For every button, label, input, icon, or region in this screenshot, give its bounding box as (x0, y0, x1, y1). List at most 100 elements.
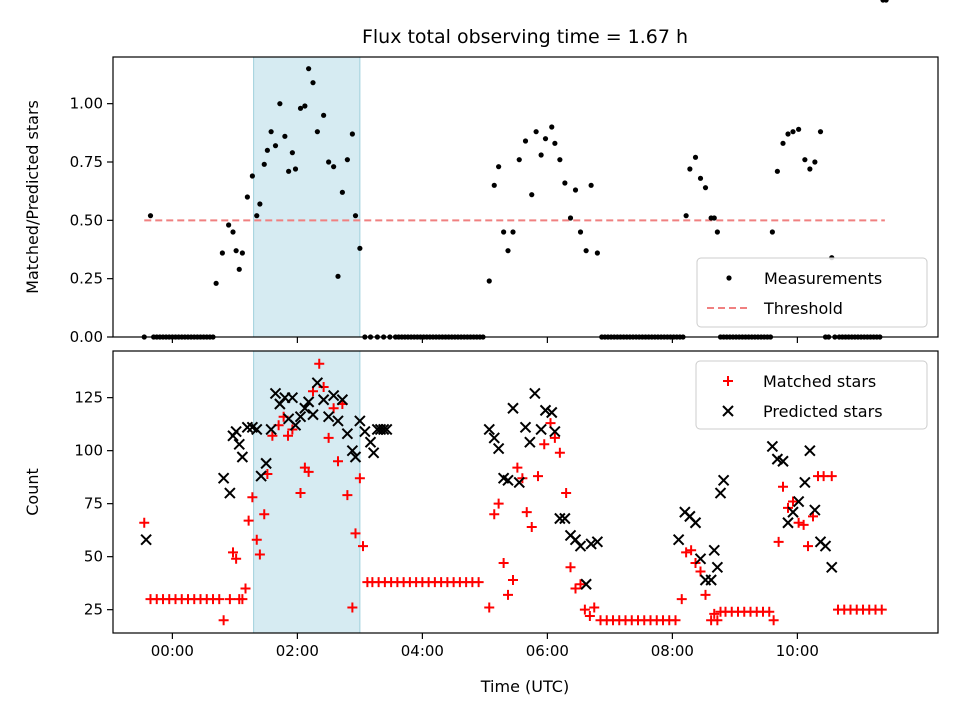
y-axis-title: Count (23, 468, 42, 516)
legend-marker-predicted (722, 405, 734, 417)
predicted-star-point (694, 553, 707, 565)
predicted-star-point (377, 423, 390, 436)
predicted-star-point (826, 561, 838, 573)
matched-star-point (139, 517, 150, 528)
predicted-star-point (672, 533, 685, 546)
measurement-point (505, 248, 511, 254)
predicted-star-point (819, 540, 832, 552)
matched-star-point (670, 615, 681, 626)
matched-star-point (347, 602, 358, 613)
measurement-point (567, 215, 574, 221)
predicted-star-point (260, 457, 272, 470)
predicted-star-point (299, 402, 311, 414)
measurement-point (277, 101, 283, 107)
predicted-star-point (381, 423, 393, 436)
matched-star-point (584, 611, 595, 622)
axes-frame (112, 56, 939, 338)
matched-star-point (764, 606, 775, 617)
matched-star-point (709, 608, 720, 619)
matched-star-point (267, 430, 278, 441)
measurement-point (302, 103, 308, 109)
matched-star-point (526, 521, 537, 532)
predicted-star-point (488, 432, 500, 444)
measurement-point (254, 213, 260, 219)
matched-star-point (358, 541, 368, 552)
predicted-star-point (717, 474, 730, 487)
predicted-star-point (294, 411, 307, 423)
predicted-star-point (539, 404, 552, 417)
measurement-point (244, 194, 250, 200)
measurement-point (549, 124, 555, 130)
matched-star-point (503, 589, 513, 600)
matched-star-point (695, 566, 706, 577)
measurement-point (339, 189, 345, 195)
predicted-star-point (332, 415, 344, 427)
matched-star-point (686, 545, 697, 556)
measurement-point (588, 182, 594, 188)
measurement-point (796, 126, 802, 132)
predicted-star-point (349, 451, 362, 463)
matched-star-point (342, 490, 353, 501)
matched-star-point (333, 456, 343, 467)
predicted-star-point (236, 451, 249, 463)
measurement-point (213, 280, 219, 286)
measurement-point (268, 129, 274, 135)
legend-label: Matched stars (763, 372, 876, 391)
measurement-point (883, 0, 889, 3)
measurement-point (562, 180, 568, 186)
measurements-panel: 0.00 0.25 0.50 0.75 1.00 Matched/Predicted st… (23, 0, 939, 346)
predicted-star-point (217, 472, 230, 484)
matched-star-point (231, 553, 242, 564)
predicted-star-point (322, 411, 335, 423)
predicted-star-point (714, 487, 727, 499)
measurement-point (335, 273, 341, 279)
matched-star-point (251, 534, 262, 545)
predicted-star-point (705, 574, 717, 586)
x-tick-label: 10:00 (776, 642, 819, 660)
measurement-point (802, 157, 808, 163)
y-tick-label: 0.25 (70, 270, 103, 288)
predicted-star-point (574, 540, 587, 552)
measurement-point (812, 159, 818, 165)
predicted-star-point (302, 396, 315, 408)
matched-star-point (565, 562, 576, 573)
measurement-point (807, 166, 813, 172)
predicted-star-point (529, 387, 541, 400)
predicted-star-point (502, 474, 514, 487)
matched-star-point (350, 528, 361, 539)
measurement-point (310, 80, 316, 86)
matched-star-point (773, 536, 784, 547)
predicted-star-point (777, 455, 789, 467)
legend-marker-measurements (726, 275, 732, 281)
measurement-point (264, 147, 270, 153)
predicted-star-point (224, 487, 236, 499)
matched-star-point (561, 488, 572, 499)
predicted-star-point (809, 504, 821, 516)
predicted-star-point (364, 436, 377, 448)
legend-label: Measurements (764, 269, 882, 288)
predicted-star-point (289, 419, 302, 431)
matched-star-point (295, 488, 306, 499)
y-tick-label: 0.50 (70, 211, 103, 229)
matched-star-point (681, 547, 692, 558)
matched-star-point (579, 604, 590, 615)
measurement-point (226, 222, 232, 228)
measurement-point (522, 138, 529, 144)
predicted-star-point (507, 402, 519, 414)
matched-star-point (700, 589, 711, 600)
measurement-point (326, 159, 332, 165)
predicted-star-point (233, 438, 245, 451)
matched-star-point (575, 579, 586, 590)
measurement-point (538, 152, 544, 158)
predicted-star-point (230, 425, 242, 438)
measurement-point (289, 150, 295, 156)
matched-star-point (539, 439, 550, 450)
legend-box (695, 360, 928, 430)
measurement-point (594, 250, 600, 256)
matched-star-point (259, 509, 270, 520)
predicted-star-point (535, 423, 547, 436)
predicted-star-point (483, 423, 495, 436)
measurement-point (249, 173, 255, 179)
y-tick-label: 0.75 (70, 153, 103, 171)
